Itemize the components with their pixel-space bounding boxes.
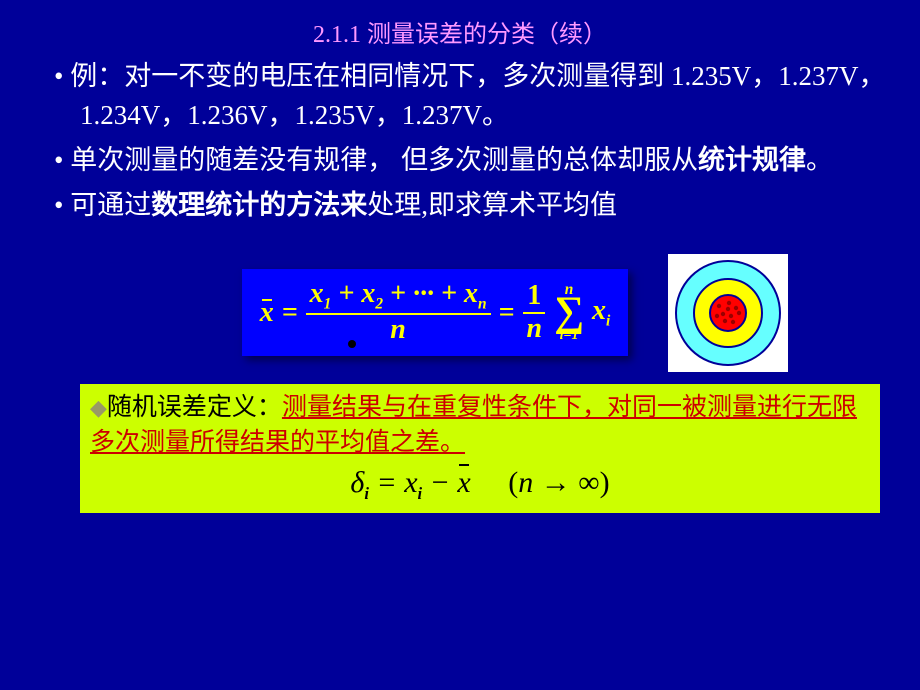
def-x: x — [404, 466, 417, 499]
diamond-icon: ◆ — [90, 395, 107, 420]
definition-box: ◆随机误差定义：测量结果与在重复性条件下，对同一被测量进行无限多次测量所得结果的… — [80, 384, 880, 513]
bullet-2: • 单次测量的随差没有规律， 但多次测量的总体却服从统计规律。 — [54, 141, 890, 180]
slide-dot-marker — [348, 340, 356, 348]
frac-den-n1: n — [386, 315, 410, 346]
sigma: n ∑ i=1 — [554, 283, 584, 342]
def-eq: = — [369, 466, 404, 499]
eq2: = — [499, 297, 515, 329]
frac-1n: 1 n — [522, 281, 546, 345]
bullet-3: • 可通过数理统计的方法来处理,即求算术平均值 — [54, 186, 890, 225]
one: 1 — [523, 281, 545, 314]
sigma-bot: i=1 — [560, 330, 579, 342]
b3-part3: 处理,即求算术平均值 — [367, 190, 617, 220]
b3-emph: 数理统计的方法来 — [151, 190, 367, 220]
bullet-1: • 例：对一不变的电压在相同情况下，多次测量得到 1.235V，1.237V，1… — [54, 57, 890, 135]
b2-part1: • 单次测量的随差没有规律， 但多次测量的总体却服从 — [54, 145, 698, 175]
eq1: = — [282, 297, 298, 329]
xi-x: x — [592, 295, 606, 326]
formula-row: x = x1 + x2 + ··· + xn n = 1 n n ∑ i=1 x… — [0, 254, 920, 372]
slide-title: 2.1.1 测量误差的分类（续） — [0, 0, 920, 57]
target-svg — [673, 258, 783, 368]
b2-emph: 统计规律 — [698, 145, 806, 175]
title-text: 2.1.1 测量误差的分类（续） — [313, 22, 607, 48]
b3-part1: • 可通过 — [54, 190, 151, 220]
sigma-symbol: ∑ — [554, 296, 584, 330]
def-paren: (n → ∞) — [508, 466, 609, 499]
delta: δ — [350, 466, 364, 499]
b2-part3: 。 — [806, 145, 833, 175]
def-minus: − — [422, 466, 457, 499]
target-diagram — [668, 254, 788, 372]
content-area: • 例：对一不变的电压在相同情况下，多次测量得到 1.235V，1.237V，1… — [0, 57, 920, 226]
mean-formula-box: x = x1 + x2 + ··· + xn n = 1 n n ∑ i=1 x… — [242, 269, 629, 356]
frac-num: x1 + x2 + ··· + xn — [306, 279, 491, 316]
def-formula: δi = xi − x (n → ∞) — [90, 462, 870, 505]
xi-sub: i — [606, 312, 610, 329]
xbar: x — [260, 297, 274, 329]
def-label: 随机误差定义： — [107, 394, 282, 421]
frac-den-n2: n — [522, 314, 546, 345]
def-xbar: x — [457, 462, 470, 504]
xi: xi — [592, 295, 610, 331]
frac-expanded: x1 + x2 + ··· + xn n — [306, 279, 491, 346]
